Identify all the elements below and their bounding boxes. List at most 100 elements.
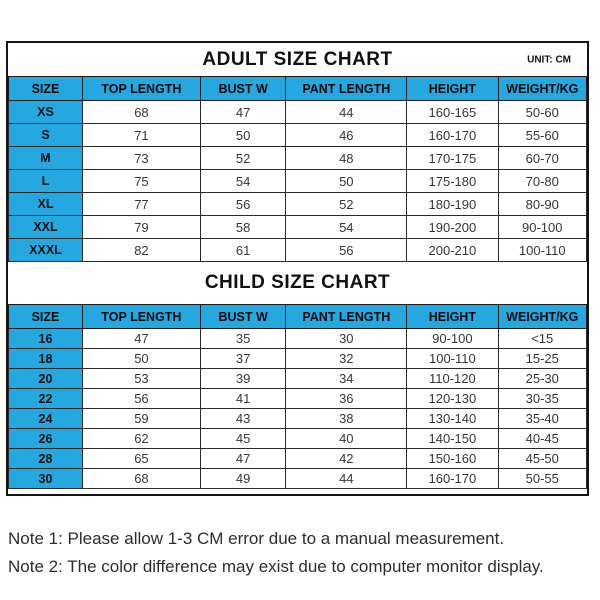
pant-length-cell: 46 <box>285 123 408 147</box>
adult-row-m: M 73 52 48 170-175 60-70 <box>8 146 588 170</box>
bust-w-cell: 52 <box>199 146 287 170</box>
weight-cell: 35-40 <box>497 408 588 429</box>
unit-label: UNIT: CM <box>527 54 571 65</box>
pant-length-cell: 44 <box>285 468 408 489</box>
pant-length-cell: 52 <box>285 192 408 216</box>
top-length-cell: 65 <box>81 448 201 469</box>
note-1: Note 1: Please allow 1-3 CM error due to… <box>8 529 505 548</box>
weight-cell: 40-45 <box>497 428 588 449</box>
size-cell: S <box>8 123 83 147</box>
weight-cell: 15-25 <box>497 348 588 369</box>
bust-w-cell: 54 <box>199 169 287 193</box>
height-cell: 160-170 <box>406 468 499 489</box>
top-length-cell: 71 <box>81 123 201 147</box>
top-length-cell: 68 <box>81 468 201 489</box>
top-length-cell: 62 <box>81 428 201 449</box>
size-cell: XXXL <box>8 238 83 262</box>
bust-w-cell: 35 <box>199 328 287 349</box>
pant-length-cell: 50 <box>285 169 408 193</box>
child-row-18: 18 50 37 32 100-110 15-25 <box>8 348 588 369</box>
pant-length-cell: 40 <box>285 428 408 449</box>
child-row-30: 30 68 49 44 160-170 50-55 <box>8 468 588 489</box>
height-cell: 90-100 <box>406 328 499 349</box>
pant-length-cell: 44 <box>285 100 408 124</box>
column-header-bust-w: BUST W <box>199 304 287 329</box>
top-length-cell: 82 <box>81 238 201 262</box>
pant-length-cell: 32 <box>285 348 408 369</box>
bust-w-cell: 39 <box>199 368 287 389</box>
bust-w-cell: 43 <box>199 408 287 429</box>
adult-header-row: SIZE TOP LENGTH BUST W PANT LENGTH HEIGH… <box>8 76 588 101</box>
column-header-height: HEIGHT <box>406 304 499 329</box>
top-length-cell: 50 <box>81 348 201 369</box>
column-header-size: SIZE <box>8 76 83 101</box>
adult-size-table: SIZE TOP LENGTH BUST W PANT LENGTH HEIGH… <box>8 76 588 262</box>
top-length-cell: 75 <box>81 169 201 193</box>
bust-w-cell: 37 <box>199 348 287 369</box>
child-row-16: 16 47 35 30 90-100 <15 <box>8 328 588 349</box>
bottom-strip <box>8 489 587 494</box>
adult-row-xxxl: XXXL 82 61 56 200-210 100-110 <box>8 238 588 262</box>
weight-cell: <15 <box>497 328 588 349</box>
height-cell: 120-130 <box>406 388 499 409</box>
column-header-bust-w: BUST W <box>199 76 287 101</box>
child-row-22: 22 56 41 36 120-130 30-35 <box>8 388 588 409</box>
top-length-cell: 73 <box>81 146 201 170</box>
column-header-size: SIZE <box>8 304 83 329</box>
child-chart-title: CHILD SIZE CHART <box>204 272 391 293</box>
size-cell: 24 <box>8 408 83 429</box>
weight-cell: 50-55 <box>497 468 588 489</box>
child-row-26: 26 62 45 40 140-150 40-45 <box>8 428 588 449</box>
child-header-row: SIZE TOP LENGTH BUST W PANT LENGTH HEIGH… <box>8 304 588 329</box>
size-cell: 18 <box>8 348 83 369</box>
bust-w-cell: 41 <box>199 388 287 409</box>
adult-row-s: S 71 50 46 160-170 55-60 <box>8 123 588 147</box>
weight-cell: 50-60 <box>497 100 588 124</box>
height-cell: 150-160 <box>406 448 499 469</box>
size-cell: 20 <box>8 368 83 389</box>
column-header-top-length: TOP LENGTH <box>81 304 201 329</box>
notes: Note 1: Please allow 1-3 CM error due to… <box>8 525 592 581</box>
pant-length-cell: 54 <box>285 215 408 239</box>
bust-w-cell: 56 <box>199 192 287 216</box>
child-row-28: 28 65 47 42 150-160 45-50 <box>8 448 588 469</box>
pant-length-cell: 48 <box>285 146 408 170</box>
bust-w-cell: 45 <box>199 428 287 449</box>
column-header-weight: WEIGHT/KG <box>497 76 588 101</box>
adult-row-xs: XS 68 47 44 160-165 50-60 <box>8 100 588 124</box>
weight-cell: 90-100 <box>497 215 588 239</box>
column-header-pant-length: PANT LENGTH <box>285 304 408 329</box>
bust-w-cell: 50 <box>199 123 287 147</box>
height-cell: 190-200 <box>406 215 499 239</box>
height-cell: 130-140 <box>406 408 499 429</box>
column-header-height: HEIGHT <box>406 76 499 101</box>
size-cell: 28 <box>8 448 83 469</box>
height-cell: 110-120 <box>406 368 499 389</box>
weight-cell: 30-35 <box>497 388 588 409</box>
weight-cell: 60-70 <box>497 146 588 170</box>
pant-length-cell: 56 <box>285 238 408 262</box>
top-length-cell: 59 <box>81 408 201 429</box>
child-size-table: SIZE TOP LENGTH BUST W PANT LENGTH HEIGH… <box>8 304 588 489</box>
bust-w-cell: 61 <box>199 238 287 262</box>
weight-cell: 80-90 <box>497 192 588 216</box>
bust-w-cell: 47 <box>199 448 287 469</box>
size-cell: 16 <box>8 328 83 349</box>
size-cell: L <box>8 169 83 193</box>
bust-w-cell: 58 <box>199 215 287 239</box>
size-cell: XL <box>8 192 83 216</box>
adult-chart-title-row: ADULT SIZE CHART UNIT: CM <box>8 43 587 76</box>
size-cell: 30 <box>8 468 83 489</box>
adult-row-l: L 75 54 50 175-180 70-80 <box>8 169 588 193</box>
size-chart-panel: ADULT SIZE CHART UNIT: CM SIZE TOP LENGT… <box>6 41 589 496</box>
weight-cell: 70-80 <box>497 169 588 193</box>
height-cell: 160-170 <box>406 123 499 147</box>
size-cell: 26 <box>8 428 83 449</box>
height-cell: 100-110 <box>406 348 499 369</box>
weight-cell: 55-60 <box>497 123 588 147</box>
column-header-top-length: TOP LENGTH <box>81 76 201 101</box>
size-cell: M <box>8 146 83 170</box>
pant-length-cell: 30 <box>285 328 408 349</box>
pant-length-cell: 38 <box>285 408 408 429</box>
height-cell: 200-210 <box>406 238 499 262</box>
